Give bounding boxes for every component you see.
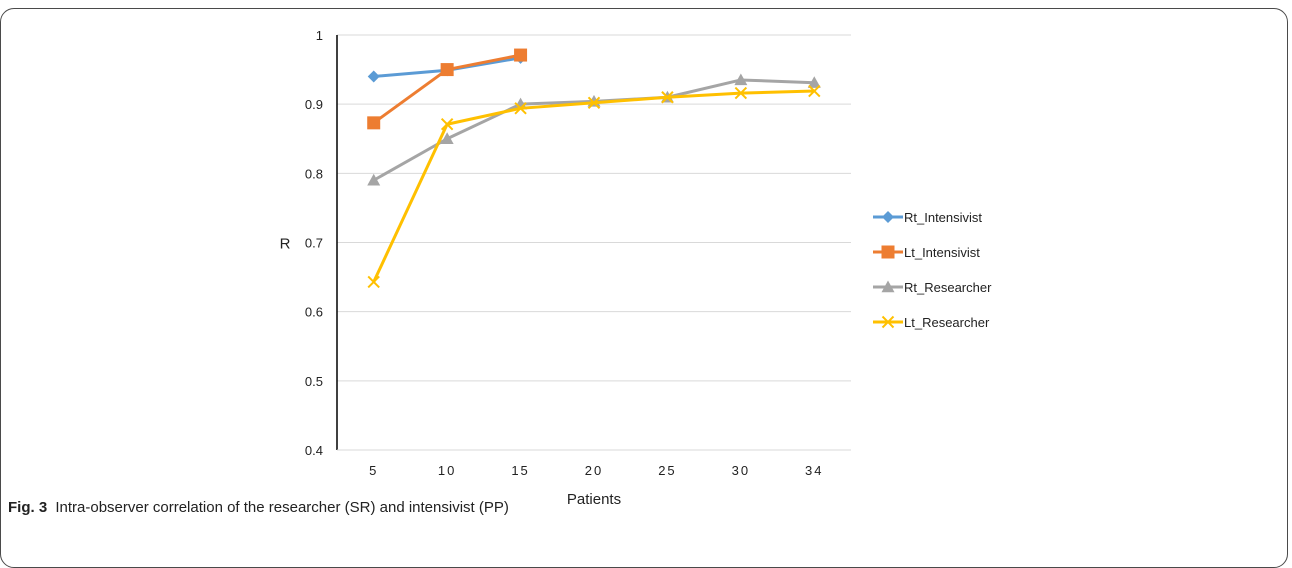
data-point [734,86,748,100]
figure-frame [0,8,1288,568]
data-point [808,84,821,98]
grid-lines [337,34,851,382]
x-tick-label: 30 [732,463,750,478]
series-Rt_Researcher [367,73,821,186]
legend-entry: Lt_Researcher [873,315,990,330]
series-Lt_Researcher [367,84,821,289]
legend-label: Lt_Researcher [904,315,990,330]
x-tick-label: 5 [369,463,378,478]
legend-entry: Rt_Intensivist [873,210,982,225]
data-point [367,275,380,289]
legend-marker [882,211,894,223]
data-point [367,70,380,83]
y-axis-title: R [280,236,291,253]
figure-caption-text: Intra-observer correlation of the resear… [55,499,509,516]
x-axis-title: Patients [567,491,621,508]
y-tick-label: 0.4 [305,443,323,458]
figure-label: Fig. 3 [8,499,48,516]
legend-label: Rt_Researcher [904,280,992,295]
data-point [807,76,821,88]
series-Lt_Intensivist [367,48,528,130]
data-point [440,132,454,144]
legend-entry: Lt_Intensivist [873,245,980,260]
legend-label: Lt_Intensivist [904,245,980,260]
legend-entry: Rt_Researcher [873,280,992,295]
tick-labels: 0.40.50.60.70.80.915 10 15 20 25 30 34 [305,28,823,478]
y-tick-label: 0.7 [305,236,323,251]
data-point [587,96,601,109]
data-series [367,48,821,289]
y-tick-label: 1 [316,28,323,43]
data-point [440,63,454,77]
x-tick-label: 34 [805,463,823,478]
data-point [514,102,527,115]
data-point [367,116,381,130]
x-tick-label: 20 [585,463,603,478]
y-tick-label: 0.8 [305,166,323,181]
line-chart: 0.40.50.60.70.80.915 10 15 20 25 30 34 Rt_Inte… [280,28,993,508]
axes [336,35,851,451]
legend-marker [881,245,895,259]
data-point [514,48,528,62]
y-tick-label: 0.5 [305,374,323,389]
x-tick-label: 10 [438,463,456,478]
y-tick-label: 0.9 [305,97,323,112]
series-line [372,89,815,283]
x-tick-label: 15 [511,463,529,478]
y-tick-label: 0.6 [305,305,323,320]
legend-marker [881,315,895,329]
data-point [661,91,674,104]
legend-marker [881,280,895,293]
data-point [440,118,454,131]
x-tick-label: 25 [658,463,676,478]
legend: Rt_Intensivist Lt_Intensivist Rt_Researche… [873,210,992,330]
legend-label: Rt_Intensivist [904,210,982,225]
figure-caption: Fig. 3 Intra-observer correlation of the… [8,499,509,516]
data-point [367,173,381,186]
data-point [734,73,748,86]
